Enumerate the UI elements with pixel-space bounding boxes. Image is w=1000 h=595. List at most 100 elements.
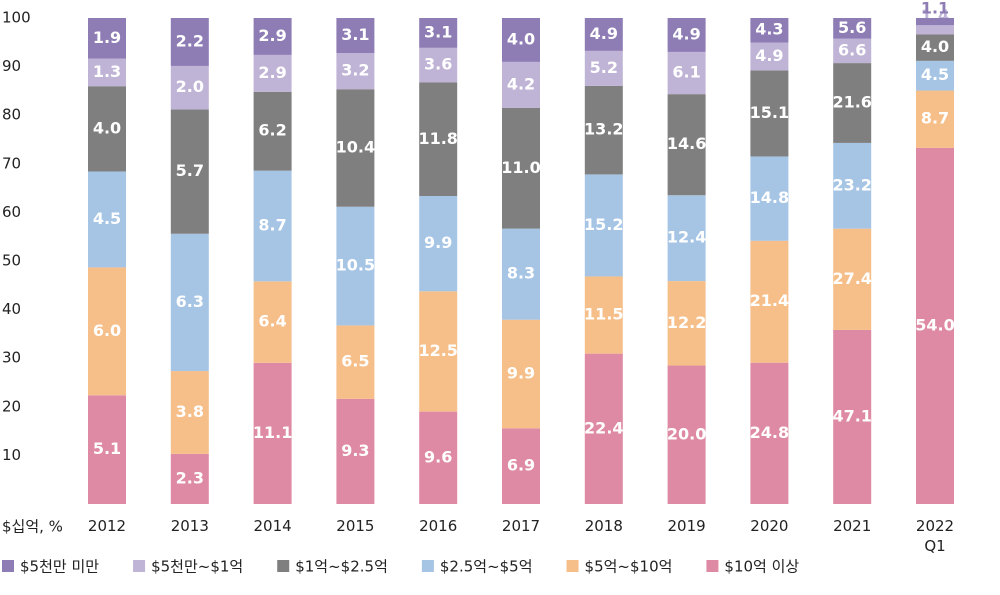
data-label: 2.0 [176,77,204,96]
bar-segment [916,25,954,35]
bar-segment [253,281,292,363]
bar-segment [336,206,375,326]
data-label: 9.3 [341,441,369,460]
bar-segment [667,51,706,95]
bar-segment [750,70,789,157]
x-tick-label: 2020 [750,517,789,535]
bar-segment [336,89,375,207]
y-tick-label: 70 [2,154,21,172]
bar-segment [336,398,375,504]
data-label: 3.1 [341,25,369,44]
data-label: 14.8 [750,188,789,207]
bar-segment [88,171,126,268]
bar-segment [833,18,872,39]
x-tick-label: 2015 [336,517,375,535]
data-label: 4.5 [93,209,121,228]
bar-segment [419,411,458,504]
y-tick-label: 80 [2,106,21,124]
data-label: 1.1 [921,0,949,18]
data-label: 24.8 [750,423,789,442]
bar-segment [667,18,706,52]
data-label: 2.3 [176,468,204,487]
data-label: 5.6 [838,18,866,37]
bar-segment [88,58,126,87]
bar-segment [584,18,623,51]
y-tick-label: 40 [2,300,21,318]
data-label: 47.1 [832,406,871,425]
bar-segment [916,60,954,91]
data-label: 5.7 [176,161,204,180]
bar-segment [833,63,872,143]
legend-label: $5억~$10억 [585,558,673,576]
bar-segment [833,329,872,504]
data-label: 13.2 [584,120,623,139]
bar-segment [253,362,292,504]
bar-segment [502,428,540,504]
x-tick-label: 2017 [501,517,541,535]
data-label: 8.7 [258,216,286,235]
bar-segment [502,18,540,62]
data-label: 27.4 [832,269,871,288]
bar-segment [336,325,375,399]
bar-segment [833,38,872,64]
bar-segment [584,50,623,86]
data-label: 14.6 [667,134,706,153]
legend-label: $5천만~$1억 [151,558,243,576]
data-label: 8.3 [507,264,535,283]
x-tick-label: 2019 [667,517,706,535]
data-label: 6.0 [93,321,121,340]
data-label: 15.2 [584,215,623,234]
data-label: 4.2 [507,74,535,93]
legend-swatch [277,560,290,572]
data-label: 6.9 [507,456,535,475]
bar-segment [502,319,540,429]
bar-segment [253,54,292,92]
data-label: 6.3 [176,292,204,311]
bar-segment [419,82,458,197]
bar-segment [833,228,872,330]
bar-segment [336,53,375,90]
bar-segment [419,18,458,48]
bar-segment [916,147,954,505]
bar-segment [419,291,458,412]
data-label: 2.9 [258,26,286,45]
data-label: 54.0 [915,315,954,334]
data-label: 4.5 [921,65,949,84]
bar-segment [833,142,872,229]
y-tick-label: 90 [2,57,21,75]
bar-segment [419,47,458,83]
data-label: 3.6 [424,55,452,74]
data-label: 12.2 [667,313,706,332]
bar-segment [88,18,126,59]
bar-segment [502,228,540,320]
bar-segment [584,276,623,354]
bar-segment [584,85,623,175]
data-label: 10.5 [336,256,375,275]
data-label: 3.1 [424,22,452,41]
data-label: 10.4 [336,137,375,156]
data-label: 9.6 [424,447,452,466]
bar-segment [667,94,706,196]
y-tick-label: 100 [2,9,31,27]
x-tick-label: 2021 [833,517,872,535]
legend-label: $1억~$2.5억 [295,558,388,576]
data-label: 11.8 [418,129,457,148]
bar-segment [584,174,623,277]
bar-segment [502,61,540,108]
data-label: 2.9 [258,63,286,82]
bar-segment [419,196,458,292]
data-label: 2.2 [176,31,204,50]
data-label: 11.1 [253,423,292,442]
bar-segment [170,65,209,110]
bar-segment [750,156,789,241]
y-axis-label: $십억, % [2,518,63,536]
data-label: 4.0 [921,37,949,56]
bar-segment [667,195,706,282]
bar-segment [170,18,209,66]
data-label: 9.9 [424,233,452,252]
data-label: 15.1 [750,103,789,122]
bar-segment [170,371,209,454]
data-label: 4.9 [590,24,618,43]
bar-segment [253,91,292,171]
